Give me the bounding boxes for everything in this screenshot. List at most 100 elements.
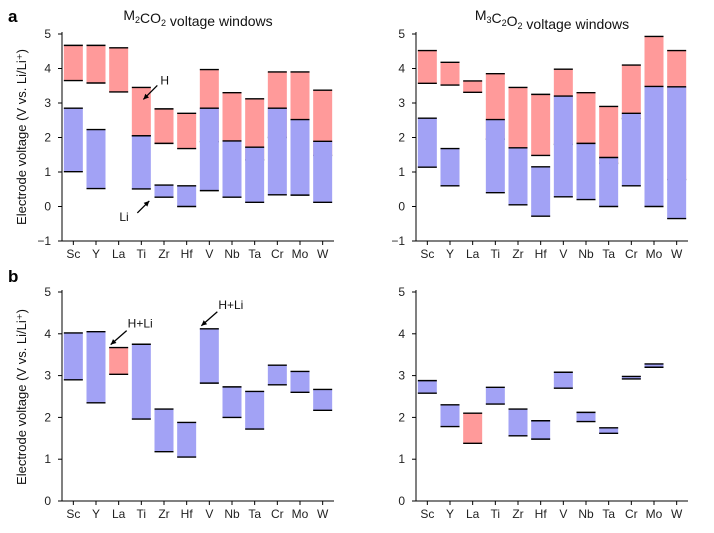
bar-h-y <box>86 45 106 83</box>
bar-hli-v <box>199 328 219 384</box>
x-tick-label-cr: Cr <box>271 247 284 261</box>
y-tick-label: 2 <box>398 131 405 145</box>
y-tick-label: 5 <box>44 285 51 299</box>
y-tick-label: 3 <box>44 96 51 110</box>
x-tick-label-nb: Nb <box>224 247 240 261</box>
panel-label-b: b <box>8 267 18 286</box>
bar-hli-nb <box>576 412 596 422</box>
x-tick-label-mo: Mo <box>292 247 309 261</box>
y-tick-label: −1 <box>37 234 51 248</box>
y-axis-label-b: Electrode voltage (V vs. Li/Li⁺) <box>14 309 29 485</box>
x-tick-label-sc: Sc <box>66 507 80 521</box>
x-tick-label-w: W <box>671 507 683 521</box>
annotation-label: H+Li <box>218 298 243 312</box>
x-tick-label-ta: Ta <box>602 507 615 521</box>
y-tick-label: −1 <box>391 234 405 248</box>
x-tick-label-zr: Zr <box>512 247 523 261</box>
x-tick-label-la: La <box>112 507 126 521</box>
bar-li-v <box>199 108 219 191</box>
x-tick-label-cr: Cr <box>271 507 284 521</box>
x-tick-label-v: V <box>559 507 567 521</box>
x-tick-label-la: La <box>112 247 126 261</box>
x-tick-label-nb: Nb <box>578 507 594 521</box>
x-tick-label-y: Y <box>92 507 100 521</box>
bar-li-v <box>553 96 573 197</box>
y-tick-label: 3 <box>44 369 51 383</box>
y-tick-label: 2 <box>398 410 405 424</box>
x-tick-label-y: Y <box>446 507 454 521</box>
x-tick-label-v: V <box>205 507 213 521</box>
bar-hli-sc <box>63 332 83 380</box>
x-tick-label-la: La <box>466 507 480 521</box>
x-tick-label-mo: Mo <box>646 507 663 521</box>
x-tick-label-nb: Nb <box>578 247 594 261</box>
annotation-arrowhead <box>143 93 149 100</box>
bar-hli-v <box>553 372 573 389</box>
bar-li-cr <box>621 113 641 186</box>
x-tick-label-v: V <box>559 247 567 261</box>
bar-h-hf <box>531 94 551 156</box>
bar-hli-hf <box>177 422 197 458</box>
y-tick-label: 2 <box>44 131 51 145</box>
bar-h-ta <box>245 98 265 160</box>
bar-h-cr <box>621 65 641 119</box>
chart-a-left: −1 0 1 2 3 4 5 Sc Y La Ti Zr Hf V Nb Ta Cr Mo W M2CO2 volta… <box>37 7 334 261</box>
chart-title: M2CO2 voltage windows <box>123 7 272 29</box>
y-tick-label: 0 <box>398 200 405 214</box>
bar-li-hf <box>531 166 551 217</box>
y-tick-label: 3 <box>398 96 405 110</box>
bar-h-w <box>313 90 333 156</box>
bar-h-y <box>440 62 460 86</box>
y-tick-label: 4 <box>44 327 51 341</box>
x-tick-label-y: Y <box>92 247 100 261</box>
x-tick-label-la: La <box>466 247 480 261</box>
y-tick-label: 5 <box>398 285 405 299</box>
bar-li-mo <box>644 86 664 207</box>
x-tick-label-w: W <box>671 247 683 261</box>
x-tick-label-sc: Sc <box>420 247 434 261</box>
bar-hli-y <box>440 404 460 427</box>
bar-h-ta <box>599 106 619 164</box>
y-tick-label: 4 <box>44 62 51 76</box>
bar-hli-ti <box>485 387 505 405</box>
bar-li-sc <box>63 108 83 172</box>
bar-h-zr <box>508 87 528 150</box>
annotation-arrowhead <box>201 320 208 326</box>
x-tick-label-hf: Hf <box>535 247 548 261</box>
bar-h-sc <box>417 50 437 84</box>
y-tick-label: 4 <box>398 327 405 341</box>
bar-hli-y <box>86 331 106 403</box>
bar-hli-la <box>109 347 129 375</box>
bar-h-zr <box>154 108 174 144</box>
x-tick-label-cr: Cr <box>625 507 638 521</box>
bar-li-zr <box>154 185 174 198</box>
annotation-arrowhead <box>110 339 117 345</box>
bar-li-y <box>440 148 460 186</box>
bar-hli-cr <box>621 376 641 379</box>
x-tick-label-w: W <box>317 507 329 521</box>
annotation-label: Li <box>119 210 128 224</box>
annotation-label: H <box>160 73 169 87</box>
bar-hli-cr <box>267 365 287 385</box>
bar-hli-la <box>463 413 483 444</box>
bar-h-la <box>109 47 129 92</box>
chart-a-right: −1 0 1 2 3 4 5 Sc Y La Ti Zr Hf V Nb Ta Cr Mo W M3C2O2 volt… <box>391 7 688 261</box>
x-tick-label-mo: Mo <box>646 247 663 261</box>
x-tick-label-ta: Ta <box>248 507 261 521</box>
x-tick-label-cr: Cr <box>625 247 638 261</box>
chart-b-left: 0 1 2 3 4 5 Sc Y La Ti Zr Hf V Nb Ta Cr Mo W H+Li H+Li <box>44 285 334 521</box>
x-tick-label-zr: Zr <box>512 507 523 521</box>
bar-hli-ti <box>131 344 151 420</box>
y-tick-label: 5 <box>398 27 405 41</box>
bar-hli-sc <box>417 380 437 394</box>
annotation-arrowhead <box>143 200 150 207</box>
panel-label-a: a <box>8 7 18 26</box>
bar-li-ti <box>485 119 505 193</box>
x-tick-label-sc: Sc <box>66 247 80 261</box>
bar-hli-hf <box>531 420 551 440</box>
bar-h-nb <box>222 92 242 145</box>
x-tick-label-ti: Ti <box>491 507 501 521</box>
bar-hli-zr <box>508 409 528 436</box>
y-tick-label: 2 <box>44 410 51 424</box>
